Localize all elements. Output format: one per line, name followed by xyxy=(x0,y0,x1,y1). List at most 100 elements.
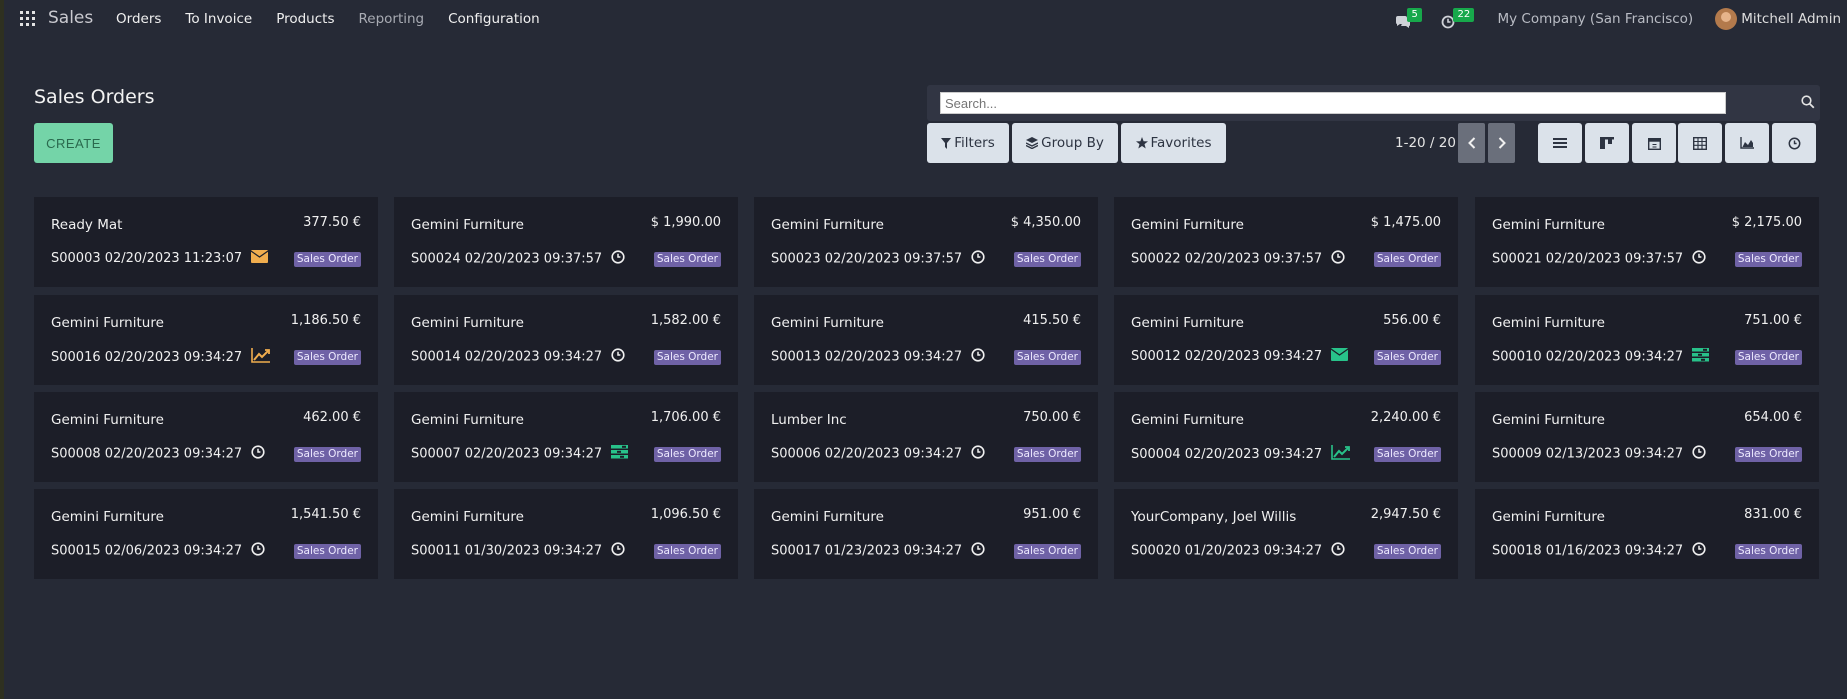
clock-icon[interactable] xyxy=(1692,250,1706,268)
messaging-menu[interactable]: 5 xyxy=(1395,7,1422,29)
clock-icon[interactable] xyxy=(971,445,985,463)
activity-view-button[interactable] xyxy=(1772,123,1816,163)
card-amount: 1,706.00 € xyxy=(650,410,721,425)
card-customer: Gemini Furniture xyxy=(771,315,884,331)
filters-button[interactable]: Filters xyxy=(927,123,1009,163)
search-icon[interactable] xyxy=(1801,95,1815,109)
clock-icon[interactable] xyxy=(251,445,265,463)
clock-icon[interactable] xyxy=(611,348,625,366)
kanban-card[interactable]: YourCompany, Joel Willis 2,947.50 € S00020… xyxy=(1114,489,1458,579)
kanban-card[interactable]: Ready Mat 377.50 € S00003 02/20/2023 11:23… xyxy=(34,197,378,287)
card-amount: 750.00 € xyxy=(1023,410,1081,425)
systray: 5 22 My Company (San Francisco) Mitchell… xyxy=(1395,0,1847,37)
graph-view-button[interactable] xyxy=(1725,123,1769,163)
kanban-card[interactable]: Lumber Inc 750.00 € S00006 02/20/2023 09:3… xyxy=(754,392,1098,482)
card-amount: 1,096.50 € xyxy=(650,507,721,522)
clock-icon[interactable] xyxy=(611,250,625,268)
menu-products[interactable]: Products xyxy=(276,10,335,27)
card-amount: $ 2,175.00 xyxy=(1731,215,1802,230)
app-brand[interactable]: Sales xyxy=(48,8,94,28)
clock-icon[interactable] xyxy=(1331,250,1345,268)
calendar-view-button[interactable] xyxy=(1632,123,1676,163)
search-input[interactable] xyxy=(940,92,1726,114)
chart-line-icon[interactable] xyxy=(251,348,271,367)
kanban-card[interactable]: Gemini Furniture 1,541.50 € S00015 02/06/2… xyxy=(34,489,378,579)
card-reference: S00013 02/20/2023 09:34:27 xyxy=(771,348,985,366)
clock-icon[interactable] xyxy=(1331,542,1345,560)
card-reference: S00008 02/20/2023 09:34:27 xyxy=(51,445,265,463)
kanban-card[interactable]: Gemini Furniture $ 4,350.00 S00023 02/20/2… xyxy=(754,197,1098,287)
card-customer: Gemini Furniture xyxy=(411,509,524,525)
tasks-icon[interactable] xyxy=(1692,348,1710,366)
card-customer: Ready Mat xyxy=(51,217,123,233)
list-view-button[interactable] xyxy=(1538,123,1582,163)
card-reference: S00003 02/20/2023 11:23:07 xyxy=(51,250,269,267)
kanban-card[interactable]: Gemini Furniture 1,186.50 € S00016 02/20/2… xyxy=(34,295,378,385)
card-amount: $ 1,475.00 xyxy=(1370,215,1441,230)
favorites-button[interactable]: Favorites xyxy=(1121,123,1226,163)
clock-icon[interactable] xyxy=(251,542,265,560)
kanban-view-button[interactable] xyxy=(1585,123,1629,163)
pager-previous-button[interactable] xyxy=(1458,123,1485,163)
card-customer: Gemini Furniture xyxy=(771,509,884,525)
card-customer: Gemini Furniture xyxy=(1131,315,1244,331)
status-badge: Sales Order xyxy=(1734,447,1802,462)
clock-icon[interactable] xyxy=(971,250,985,268)
filters-label: Filters xyxy=(954,135,995,151)
kanban-card[interactable]: Gemini Furniture 951.00 € S00017 01/23/202… xyxy=(754,489,1098,579)
menu-to-invoice[interactable]: To Invoice xyxy=(185,10,253,27)
card-ref-text: S00004 02/20/2023 09:34:27 xyxy=(1131,447,1323,462)
card-customer: Gemini Furniture xyxy=(771,217,884,233)
kanban-card[interactable]: Gemini Furniture $ 2,175.00 S00021 02/20/2… xyxy=(1475,197,1819,287)
status-badge: Sales Order xyxy=(293,447,361,462)
groupby-button[interactable]: Group By xyxy=(1012,123,1118,163)
card-ref-text: S00009 02/13/2023 09:34:27 xyxy=(1492,446,1684,462)
company-switcher[interactable]: My Company (San Francisco) xyxy=(1497,10,1694,27)
card-reference: S00014 02/20/2023 09:34:27 xyxy=(411,348,625,366)
clock-icon[interactable] xyxy=(971,542,985,560)
card-ref-text: S00011 01/30/2023 09:34:27 xyxy=(411,543,603,559)
main-menu: Orders To Invoice Products Reporting Con… xyxy=(116,0,564,37)
user-menu[interactable]: Mitchell Admin xyxy=(1715,7,1841,30)
clock-icon[interactable] xyxy=(971,348,985,366)
status-badge: Sales Order xyxy=(1373,544,1441,559)
kanban-card[interactable]: Gemini Furniture 751.00 € S00010 02/20/202… xyxy=(1475,295,1819,385)
filter-icon xyxy=(941,137,952,149)
card-reference: S00012 02/20/2023 09:34:27 xyxy=(1131,348,1349,365)
layers-icon xyxy=(1026,137,1039,149)
kanban-card[interactable]: Gemini Furniture 1,706.00 € S00007 02/20/2… xyxy=(394,392,738,482)
envelope-icon[interactable] xyxy=(1330,348,1349,365)
menu-reporting[interactable]: Reporting xyxy=(358,10,425,27)
kanban-card[interactable]: Gemini Furniture 831.00 € S00018 01/16/202… xyxy=(1475,489,1819,579)
status-badge: Sales Order xyxy=(653,544,721,559)
card-ref-text: S00018 01/16/2023 09:34:27 xyxy=(1492,543,1684,559)
create-button[interactable]: CREATE xyxy=(34,123,113,163)
kanban-card[interactable]: Gemini Furniture 556.00 € S00012 02/20/202… xyxy=(1114,295,1458,385)
calendar-icon xyxy=(1647,137,1661,150)
pager-next-button[interactable] xyxy=(1488,123,1515,163)
menu-configuration[interactable]: Configuration xyxy=(448,10,540,27)
tasks-icon[interactable] xyxy=(611,445,629,463)
menu-orders[interactable]: Orders xyxy=(116,10,162,27)
envelope-icon[interactable] xyxy=(250,250,269,267)
kanban-card[interactable]: Gemini Furniture 2,240.00 € S00004 02/20/2… xyxy=(1114,392,1458,482)
card-amount: 377.50 € xyxy=(303,215,361,230)
card-ref-text: S00006 02/20/2023 09:34:27 xyxy=(771,446,963,462)
pager-value[interactable]: 1-20 / 20 xyxy=(1395,135,1456,151)
activity-menu[interactable]: 22 xyxy=(1441,7,1475,29)
card-ref-text: S00017 01/23/2023 09:34:27 xyxy=(771,543,963,559)
kanban-card[interactable]: Gemini Furniture 1,582.00 € S00014 02/20/2… xyxy=(394,295,738,385)
clock-icon[interactable] xyxy=(611,542,625,560)
kanban-card[interactable]: Gemini Furniture 415.50 € S00013 02/20/202… xyxy=(754,295,1098,385)
apps-grid-icon[interactable] xyxy=(20,11,35,26)
kanban-card[interactable]: Gemini Furniture 462.00 € S00008 02/20/202… xyxy=(34,392,378,482)
kanban-card[interactable]: Gemini Furniture 1,096.50 € S00011 01/30/2… xyxy=(394,489,738,579)
clock-icon[interactable] xyxy=(1692,445,1706,463)
card-customer: Gemini Furniture xyxy=(1492,412,1605,428)
kanban-card[interactable]: Gemini Furniture $ 1,475.00 S00022 02/20/2… xyxy=(1114,197,1458,287)
clock-icon[interactable] xyxy=(1692,542,1706,560)
kanban-card[interactable]: Gemini Furniture $ 1,990.00 S00024 02/20/2… xyxy=(394,197,738,287)
chart-line-icon[interactable] xyxy=(1331,445,1351,464)
kanban-card[interactable]: Gemini Furniture 654.00 € S00009 02/13/202… xyxy=(1475,392,1819,482)
pivot-view-button[interactable] xyxy=(1678,123,1722,163)
